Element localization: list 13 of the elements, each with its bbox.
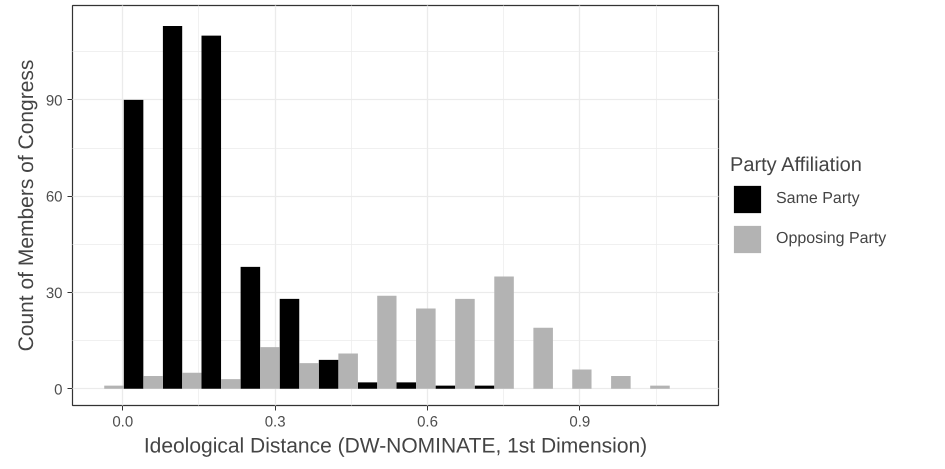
x-tick-label: 0.6 xyxy=(417,414,438,430)
y-tick-label: 30 xyxy=(46,285,63,302)
x-tick-label: 0.9 xyxy=(569,414,590,430)
legend-title: Party Affiliation xyxy=(730,154,863,177)
x-axis-title: Ideological Distance (DW-NOMINATE, 1st Dimension) xyxy=(144,434,648,458)
legend-label: Opposing Party xyxy=(776,229,886,249)
x-tick-label: 0.3 xyxy=(264,414,286,430)
y-tick-label: 60 xyxy=(46,188,63,206)
y-tick-label: 90 xyxy=(46,92,63,110)
legend-label: Same Party xyxy=(776,189,860,209)
y-tick-label: 0 xyxy=(54,381,62,398)
x-tick-label: 0.0 xyxy=(112,414,134,430)
y-axis-title: Count of Members of Congress xyxy=(14,60,38,352)
